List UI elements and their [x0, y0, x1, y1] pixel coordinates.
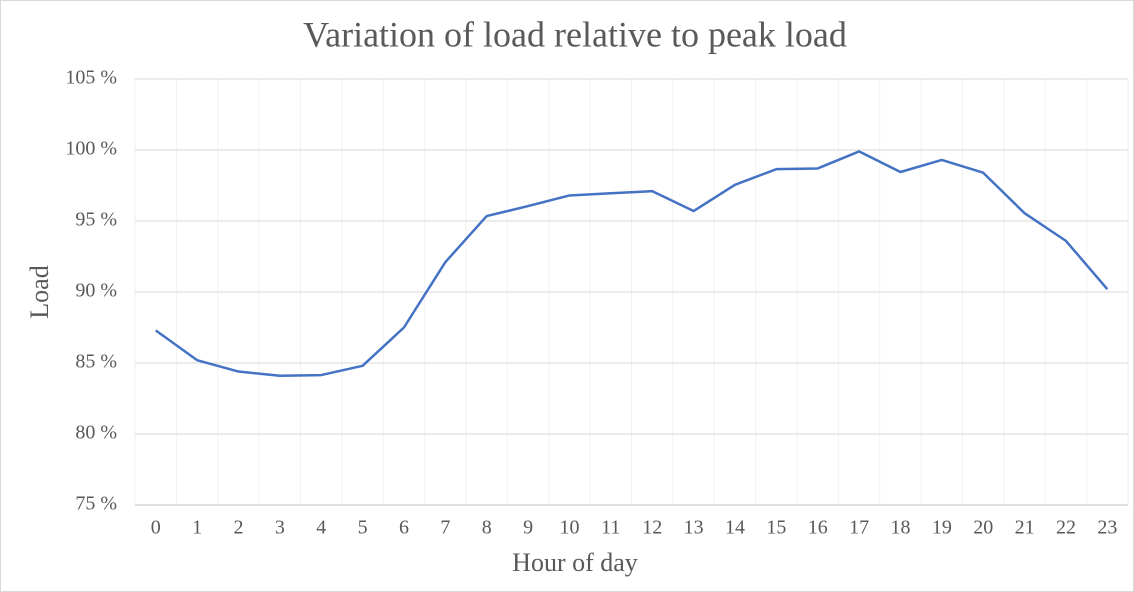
- x-tick-label: 12: [642, 517, 662, 539]
- x-tick-label: 1: [192, 517, 202, 539]
- x-tick-label: 15: [766, 517, 786, 539]
- x-tick-label: 20: [973, 517, 993, 539]
- x-tick-label: 17: [849, 517, 869, 539]
- data-line: [154, 150, 1109, 378]
- x-tick-label: 7: [440, 517, 450, 539]
- x-tick-label: 10: [559, 517, 579, 539]
- x-tick-label: 14: [725, 517, 745, 539]
- x-tick-label: 18: [890, 517, 910, 539]
- y-tick-label: 75 %: [75, 493, 117, 515]
- x-tick-label: 23: [1097, 517, 1117, 539]
- x-axis-label: Hour of day: [512, 548, 638, 577]
- chart-title: Variation of load relative to peak load: [303, 14, 847, 54]
- y-tick-label: 100 %: [65, 138, 117, 160]
- x-tick-label: 22: [1056, 517, 1076, 539]
- x-tick-label: 13: [684, 517, 704, 539]
- x-tick-label: 5: [358, 517, 368, 539]
- x-tick-label: 19: [932, 517, 952, 539]
- y-axis-label: Load: [25, 265, 54, 318]
- x-tick-label: 16: [808, 517, 828, 539]
- x-tick-label: 21: [1015, 517, 1035, 539]
- x-tick-label: 9: [523, 517, 533, 539]
- x-tick-label: 11: [601, 517, 620, 539]
- x-tick-label: 6: [399, 517, 409, 539]
- x-tick-label: 2: [233, 517, 243, 539]
- x-tick-label: 4: [316, 517, 326, 539]
- y-tick-label: 80 %: [75, 422, 117, 444]
- y-tick-label: 95 %: [75, 209, 117, 231]
- y-tick-label: 90 %: [75, 280, 117, 302]
- x-tick-label: 8: [482, 517, 492, 539]
- y-tick-label: 105 %: [65, 67, 117, 89]
- x-tick-label: 0: [151, 517, 161, 539]
- y-tick-label: 85 %: [75, 351, 117, 373]
- x-tick-label: 3: [275, 517, 285, 539]
